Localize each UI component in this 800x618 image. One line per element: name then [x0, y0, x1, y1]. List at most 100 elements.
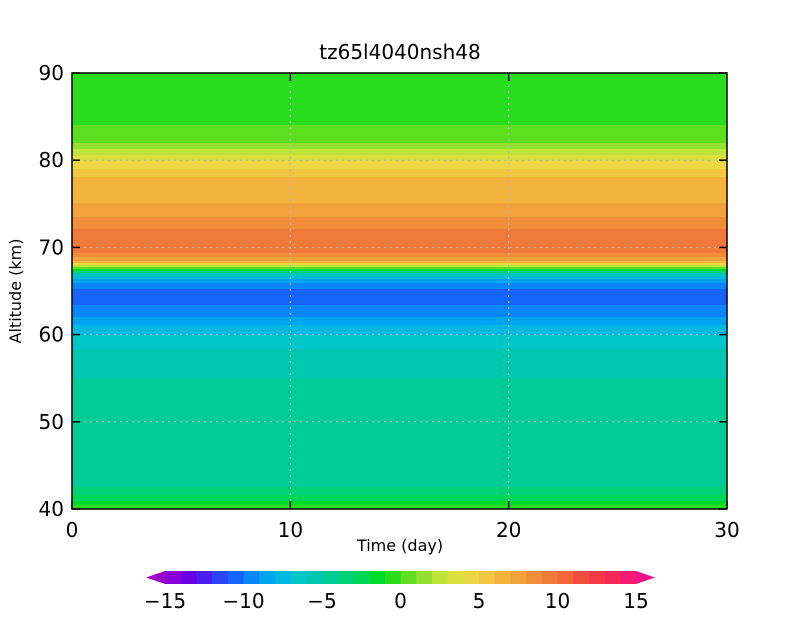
colorbar-swatch — [259, 571, 276, 584]
contour-band — [72, 143, 727, 146]
contour-band — [72, 205, 727, 208]
contour-band — [72, 359, 727, 362]
contour-band — [72, 233, 727, 236]
colorbar-min-arrow — [146, 571, 165, 584]
colorbar-swatch — [369, 571, 386, 584]
contour-band — [72, 447, 727, 450]
contour-band — [72, 375, 727, 378]
contour-band — [72, 207, 727, 210]
contour-band — [72, 273, 727, 276]
contour-band — [72, 429, 727, 432]
contour-band — [72, 259, 727, 262]
contour-band — [72, 275, 727, 278]
contour-band — [72, 265, 727, 268]
x-tick-label: 30 — [714, 518, 739, 542]
contour-band — [72, 507, 727, 509]
colorbar-swatch — [243, 571, 260, 584]
contour-band — [72, 127, 727, 130]
contour-band — [72, 183, 727, 186]
colorbar-swatch — [322, 571, 339, 584]
contour-band — [72, 131, 727, 134]
contour-band — [72, 459, 727, 462]
plot-area — [72, 73, 727, 509]
contour-band — [72, 479, 727, 482]
contour-band — [72, 483, 727, 486]
contour-band — [72, 261, 727, 264]
contour-band — [72, 109, 727, 112]
contour-band — [72, 331, 727, 334]
contour-band — [72, 77, 727, 80]
contour-band — [72, 363, 727, 366]
contour-band — [72, 355, 727, 358]
contour-band — [72, 215, 727, 218]
contour-band — [72, 101, 727, 104]
contour-band — [72, 505, 727, 508]
contour-band — [72, 441, 727, 444]
contour-band — [72, 79, 727, 82]
contour-band — [72, 423, 727, 426]
contour-band — [72, 249, 727, 252]
contour-band — [72, 411, 727, 414]
chart-title: tz65l4040nsh48 — [319, 40, 480, 64]
contour-band — [72, 405, 727, 408]
contour-band — [72, 225, 727, 228]
contour-band — [72, 139, 727, 142]
x-axis-label: Time (day) — [356, 536, 443, 555]
contour-band — [72, 381, 727, 384]
contour-band — [72, 263, 727, 266]
contour-band — [72, 167, 727, 170]
contour-band — [72, 105, 727, 108]
contour-band — [72, 313, 727, 316]
contour-band — [72, 103, 727, 106]
plot-frame — [71, 72, 728, 510]
contour-band — [72, 495, 727, 498]
contour-band — [72, 113, 727, 116]
x-tick-label: 20 — [496, 518, 521, 542]
colorbar-swatch — [620, 571, 637, 584]
contour-band — [72, 239, 727, 242]
contour-band — [72, 395, 727, 398]
colorbar-swatch — [180, 571, 197, 584]
contour-band — [72, 415, 727, 418]
contour-band — [72, 477, 727, 480]
contour-band — [72, 117, 727, 120]
y-tick-label: 40 — [39, 497, 64, 521]
contour-band — [72, 475, 727, 478]
contour-band — [72, 271, 727, 274]
contour-band — [72, 163, 727, 166]
contour-band — [72, 345, 727, 348]
contour-band — [72, 195, 727, 198]
contour-band — [72, 409, 727, 412]
colorbar-swatch — [212, 571, 229, 584]
colorbar-swatch — [274, 571, 291, 584]
contour-band — [72, 129, 727, 132]
contour-band — [72, 293, 727, 296]
contour-band — [72, 95, 727, 98]
colorbar-swatch — [463, 571, 480, 584]
y-tick-label: 70 — [39, 235, 64, 259]
colorbar — [146, 571, 655, 584]
contour-band — [72, 319, 727, 322]
contour-band — [72, 193, 727, 196]
contour-band — [72, 91, 727, 94]
contour-band — [72, 237, 727, 240]
contour-band — [72, 365, 727, 368]
contour-band — [72, 301, 727, 304]
contour-band — [72, 229, 727, 232]
contour-band — [72, 221, 727, 224]
contour-band — [72, 253, 727, 256]
contour-band — [72, 489, 727, 492]
contour-band — [72, 389, 727, 392]
contour-band — [72, 121, 727, 124]
contour-band — [72, 123, 727, 126]
contour-band — [72, 267, 727, 270]
contour-band — [72, 99, 727, 102]
contour-band — [72, 403, 727, 406]
contour-band — [72, 367, 727, 370]
contour-band — [72, 335, 727, 338]
contour-band — [72, 81, 727, 84]
contour-band — [72, 341, 727, 344]
colorbar-swatch — [165, 571, 182, 584]
contour-band — [72, 175, 727, 178]
contour-band — [72, 471, 727, 474]
